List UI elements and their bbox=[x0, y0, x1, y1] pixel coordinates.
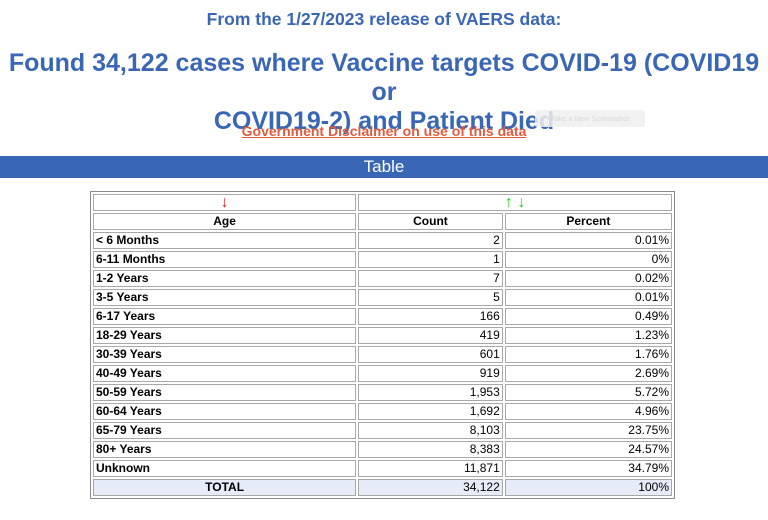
page-title-line-1: Found 34,122 cases where Vaccine targets… bbox=[8, 49, 760, 106]
table-row: 80+ Years 8,383 24.57% bbox=[93, 441, 672, 458]
table-row: 1-2 Years 7 0.02% bbox=[93, 270, 672, 287]
age-sort-cell: ↓ bbox=[93, 194, 357, 211]
age-cell: 50-59 Years bbox=[93, 384, 357, 401]
percent-cell: 0.01% bbox=[504, 232, 672, 249]
count-cell: 1,953 bbox=[358, 384, 503, 401]
age-cell: < 6 Months bbox=[93, 232, 357, 249]
percent-cell: 0.49% bbox=[504, 308, 672, 325]
percent-cell: 0.02% bbox=[504, 270, 672, 287]
sort-arrow-row: ↓ ↑ ↓ bbox=[93, 194, 672, 211]
total-label: TOTAL bbox=[93, 479, 357, 496]
count-cell: 11,871 bbox=[358, 460, 503, 477]
percent-cell: 4.96% bbox=[504, 403, 672, 420]
percent-cell: 34.79% bbox=[504, 460, 672, 477]
count-cell: 8,103 bbox=[358, 422, 503, 439]
age-cell: 40-49 Years bbox=[93, 365, 357, 382]
release-subtitle: From the 1/27/2023 release of VAERS data… bbox=[206, 9, 562, 29]
age-cell: 3-5 Years bbox=[93, 289, 357, 306]
age-cell: Unknown bbox=[93, 460, 357, 477]
table-row: Unknown 11,871 34.79% bbox=[93, 460, 672, 477]
sort-ascending-arrow-icon[interactable]: ↑ bbox=[504, 194, 513, 211]
table-row: 50-59 Years 1,953 5.72% bbox=[93, 384, 672, 401]
total-row: TOTAL 34,122 100% bbox=[93, 479, 672, 496]
age-cell: 60-64 Years bbox=[93, 403, 357, 420]
screenshot-tooltip: Take a New Screenshot bbox=[535, 110, 645, 127]
age-cell: 6-17 Years bbox=[93, 308, 357, 325]
table-row: 18-29 Years 419 1.23% bbox=[93, 327, 672, 344]
percent-cell: 23.75% bbox=[504, 422, 672, 439]
table-row: 3-5 Years 5 0.01% bbox=[93, 289, 672, 306]
count-cell: 5 bbox=[358, 289, 503, 306]
count-cell: 919 bbox=[358, 365, 503, 382]
age-results-table: ↓ ↑ ↓ Age Count Percent < 6 Months 2 0.01%… bbox=[90, 191, 675, 499]
sort-descending-arrow-icon[interactable]: ↓ bbox=[517, 194, 526, 211]
count-sort-cell: ↑ ↓ bbox=[358, 194, 672, 211]
page-title: Found 34,122 cases where Vaccine targets… bbox=[0, 49, 768, 136]
column-header-count: Count bbox=[358, 213, 503, 230]
age-cell: 65-79 Years bbox=[93, 422, 357, 439]
age-cell: 80+ Years bbox=[93, 441, 357, 458]
count-cell: 2 bbox=[358, 232, 503, 249]
count-cell: 166 bbox=[358, 308, 503, 325]
table-row: 6-11 Months 1 0% bbox=[93, 251, 672, 268]
count-cell: 7 bbox=[358, 270, 503, 287]
table-row: 30-39 Years 601 1.76% bbox=[93, 346, 672, 363]
count-cell: 419 bbox=[358, 327, 503, 344]
column-header-age: Age bbox=[93, 213, 357, 230]
count-cell: 1,692 bbox=[358, 403, 503, 420]
column-header-percent: Percent bbox=[504, 213, 672, 230]
percent-cell: 2.69% bbox=[504, 365, 672, 382]
table-row: 6-17 Years 166 0.49% bbox=[93, 308, 672, 325]
table-row: 60-64 Years 1,692 4.96% bbox=[93, 403, 672, 420]
percent-cell: 0.01% bbox=[504, 289, 672, 306]
disclaimer-link[interactable]: Government Disclaimer on use of this dat… bbox=[241, 123, 527, 139]
table-row: 40-49 Years 919 2.69% bbox=[93, 365, 672, 382]
percent-cell: 5.72% bbox=[504, 384, 672, 401]
column-header-row: Age Count Percent bbox=[93, 213, 672, 230]
section-bar-table: Table bbox=[0, 156, 768, 178]
table-row: 65-79 Years 8,103 23.75% bbox=[93, 422, 672, 439]
percent-cell: 1.23% bbox=[504, 327, 672, 344]
age-cell: 6-11 Months bbox=[93, 251, 357, 268]
percent-cell: 1.76% bbox=[504, 346, 672, 363]
age-cell: 30-39 Years bbox=[93, 346, 357, 363]
percent-cell: 0% bbox=[504, 251, 672, 268]
count-cell: 601 bbox=[358, 346, 503, 363]
total-percent: 100% bbox=[504, 479, 672, 496]
percent-cell: 24.57% bbox=[504, 441, 672, 458]
table-row: < 6 Months 2 0.01% bbox=[93, 232, 672, 249]
page-title-line-2: COVID19-2) and Patient Died bbox=[213, 107, 555, 135]
total-count: 34,122 bbox=[358, 479, 503, 496]
count-cell: 8,383 bbox=[358, 441, 503, 458]
sort-descending-arrow-icon[interactable]: ↓ bbox=[220, 194, 229, 211]
age-cell: 18-29 Years bbox=[93, 327, 357, 344]
count-cell: 1 bbox=[358, 251, 503, 268]
age-cell: 1-2 Years bbox=[93, 270, 357, 287]
